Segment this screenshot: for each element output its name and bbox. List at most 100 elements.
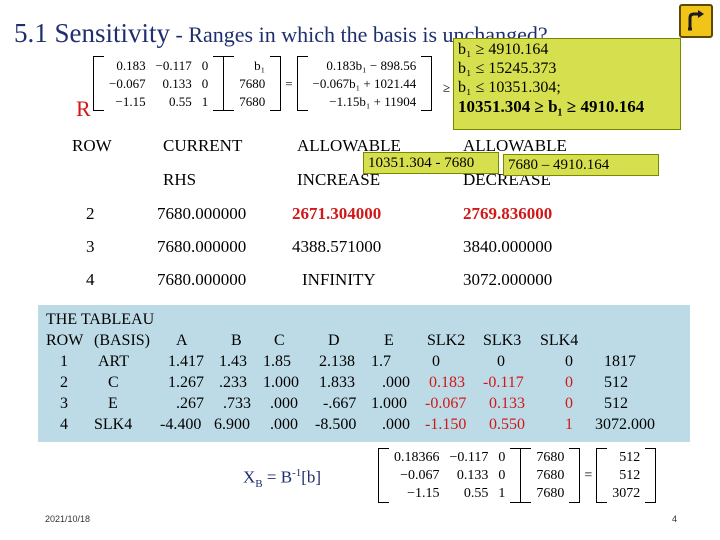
tableau-header-cell: SLK3 xyxy=(483,332,522,349)
bounds-callout: b₁ ≥ 4910.164 b₁ ≤ 15245.373 b₁ ≤ 10351.… xyxy=(453,38,681,130)
vector-cell: 7680 xyxy=(239,75,266,91)
col-header-allowable-dec: ALLOWABLE xyxy=(463,136,567,155)
tableau-cell: SLK4 xyxy=(94,416,133,433)
tableau-cell: 1.43 xyxy=(219,353,247,370)
decrease-calc-callout: 7680 – 4910.164 xyxy=(503,154,659,176)
tableau-header-cell: SLK4 xyxy=(540,332,579,349)
matrix-cell: 0.183 xyxy=(116,57,146,73)
equals-sign: = xyxy=(584,467,593,483)
tableau-cell: 1.000 xyxy=(371,395,407,412)
tableau-cell: .000 xyxy=(270,395,298,412)
matrix-cell: 0 xyxy=(498,449,506,465)
tableau-header-cell: B xyxy=(231,332,242,349)
matrix-cell: 0.133 xyxy=(456,467,489,483)
tableau-header-cell: D xyxy=(328,332,340,349)
tableau-cell-highlight: 1 xyxy=(565,416,573,433)
matrix-cell: 0 xyxy=(201,57,209,73)
matrix-cell: 0 xyxy=(201,75,209,91)
tableau-header-cell: C xyxy=(274,332,285,349)
tableau-cell: 0 xyxy=(497,353,505,370)
tableau-cell: 1.833 xyxy=(319,374,355,391)
rhs-value: 7680.000000 xyxy=(157,270,247,289)
vector-cell: 7680 xyxy=(536,467,565,483)
matrix-cell: 0.55 xyxy=(168,93,192,109)
vector-cell: 7680 xyxy=(536,485,565,501)
tableau-cell: -.667 xyxy=(323,395,357,412)
tableau-cell-highlight: 0.133 xyxy=(489,395,525,412)
section-letter: R xyxy=(76,96,91,121)
tableau-cell: 2 xyxy=(60,374,68,391)
matrix-cell: 0 xyxy=(498,467,506,483)
tableau-cell-highlight: 0 xyxy=(565,395,573,412)
result-cell: 0.183b₁ − 898.56 xyxy=(326,57,417,73)
row-number: 4 xyxy=(86,270,95,289)
tableau-cell: 1.417 xyxy=(168,353,204,370)
tableau-cell: 3072.000 xyxy=(595,416,655,433)
matrix-cell: 0.133 xyxy=(162,75,192,91)
rhs-value: 7680.000000 xyxy=(157,204,247,223)
title-main: 5.1 Sensitivity xyxy=(14,18,171,48)
matrix-cell: 1 xyxy=(201,93,209,109)
matrix-cell: −0.067 xyxy=(109,75,146,91)
home-return-icon[interactable] xyxy=(679,4,713,38)
page-number: 4 xyxy=(672,514,678,524)
decrease-value: 3072.000000 xyxy=(463,270,553,289)
vector-cell: b₁ xyxy=(254,57,266,73)
tableau-cell: .000 xyxy=(382,374,410,391)
row-number: 2 xyxy=(86,204,95,223)
result-cell: −1.15b₁ + 11904 xyxy=(329,93,417,109)
tableau-cell: 512 xyxy=(604,395,628,412)
tableau-cell-highlight: -0.067 xyxy=(425,395,467,412)
tableau-cell-highlight: -0.117 xyxy=(483,374,524,391)
vector-cell: 7680 xyxy=(239,93,266,109)
matrix-cell: −0.117 xyxy=(155,57,192,73)
xb-symbol: X xyxy=(243,467,256,487)
col-header-increase: INCREASE xyxy=(297,170,381,189)
tableau-cell-highlight: 0.550 xyxy=(489,416,525,433)
matrix-cell: 0.55 xyxy=(463,485,489,501)
xb-subscript: B xyxy=(255,478,263,491)
top-matrix-equation: 0.183 −0.117 0 b₁ = 0.183b₁ − 898.56 −0.… xyxy=(93,52,463,122)
result-cell: 3072 xyxy=(612,485,641,501)
increase-calc-callout: 10351.304 - 7680 xyxy=(363,152,499,174)
tableau-cell: .267 xyxy=(176,395,204,412)
increase-value: INFINITY xyxy=(302,270,376,289)
result-cell: 512 xyxy=(619,467,641,483)
matrix-cell: −1.15 xyxy=(115,93,146,109)
decrease-value: 3840.000000 xyxy=(463,237,553,256)
tableau-cell: 1.85 xyxy=(263,353,291,370)
tableau-cell: .233 xyxy=(219,374,247,391)
tableau-cell: 512 xyxy=(604,374,628,391)
tableau-panel: THE TABLEAU ROW (BASIS) A B C D E SLK2 S… xyxy=(38,305,690,442)
decrease-value: 2769.836000 xyxy=(463,204,553,223)
vector-cell: 7680 xyxy=(536,449,565,465)
col-header-rhs: RHS xyxy=(163,170,197,189)
equals-sign: = xyxy=(285,75,293,91)
tableau-header-cell: SLK2 xyxy=(427,332,466,349)
tableau-cell: 1 xyxy=(60,353,68,370)
bound-line: b₁ ≤ 15245.373 xyxy=(458,60,557,77)
tableau-cell: 0 xyxy=(432,353,440,370)
matrix-cell: 1 xyxy=(498,485,506,501)
tableau-cell: 1.7 xyxy=(371,353,391,370)
tableau-cell: .000 xyxy=(382,416,410,433)
tableau-cell: 1.267 xyxy=(168,374,204,391)
bound-line: b₁ ≥ 4910.164 xyxy=(458,41,549,58)
col-header-row: ROW xyxy=(72,136,112,155)
tableau-header-cell: E xyxy=(384,332,394,349)
tableau-cell: 0 xyxy=(565,353,573,370)
col-header-allowable-inc: ALLOWABLE xyxy=(297,136,401,155)
xb-vector: [b] xyxy=(301,467,322,487)
tableau-cell: E xyxy=(108,395,118,412)
tableau-cell-highlight: 0 xyxy=(565,374,573,391)
tableau-cell: 6.900 xyxy=(214,416,250,433)
row-number: 3 xyxy=(86,237,95,256)
tableau-cell: C xyxy=(108,374,119,391)
tableau-cell: 1817 xyxy=(604,353,636,370)
tableau-cell: -4.400 xyxy=(160,416,202,433)
slide-date: 2021/10/18 xyxy=(45,514,91,524)
tableau-cell: 3 xyxy=(60,395,68,412)
xb-formula: XB = B-1[b] xyxy=(243,467,321,490)
tableau-cell: 1.000 xyxy=(263,374,299,391)
tableau-header-cell: (BASIS) xyxy=(94,332,151,349)
